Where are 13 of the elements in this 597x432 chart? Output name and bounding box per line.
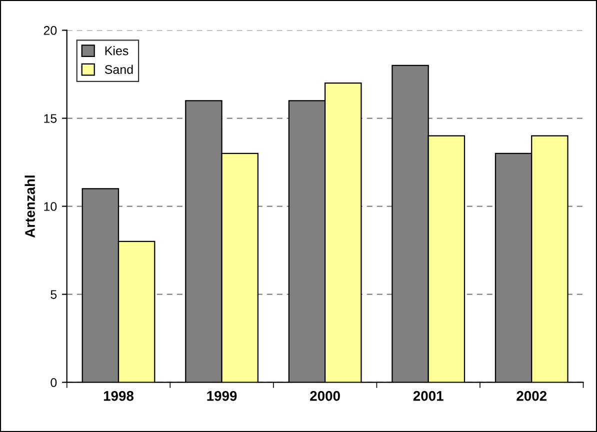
- x-tick-label: 2000: [310, 391, 340, 401]
- x-tick-label: 2002: [516, 391, 547, 401]
- y-tick-label: 20: [44, 26, 57, 35]
- y-tick-label: 10: [44, 202, 57, 211]
- y-tick-label: 5: [50, 290, 57, 299]
- x-tick-label: 1998: [104, 391, 134, 401]
- legend-label: Sand: [104, 64, 133, 74]
- y-axis-title: Artenzahl: [24, 176, 35, 238]
- x-tick-label: 2001: [413, 391, 444, 401]
- x-tick-label: 1999: [207, 391, 237, 401]
- legend-label: Kies: [105, 46, 128, 56]
- y-tick-label: 0: [50, 378, 57, 387]
- y-tick-label: 15: [44, 114, 57, 123]
